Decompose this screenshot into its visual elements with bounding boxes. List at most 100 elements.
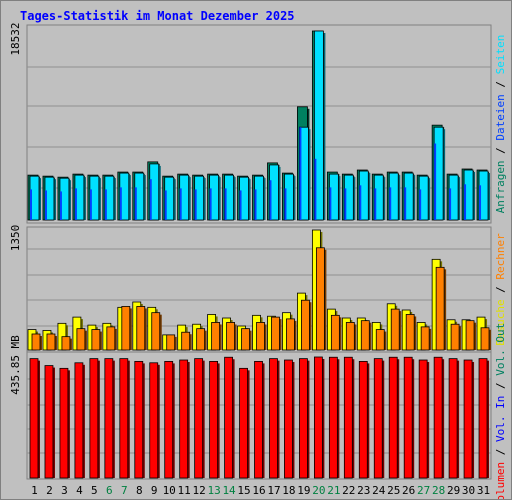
bar-rechner <box>480 327 490 351</box>
bar-rechner <box>315 247 325 351</box>
x-tick-label: 23 <box>357 484 370 497</box>
bar-rechner <box>390 308 400 351</box>
legend-separator: / <box>494 376 507 396</box>
bar-volumen <box>313 356 323 479</box>
bar-rechner <box>345 322 355 351</box>
legend-item-rechner: Rechner <box>494 233 507 280</box>
x-tick-label: 13 <box>207 484 220 497</box>
bar-dateien <box>359 185 362 220</box>
x-tick-label: 9 <box>151 484 158 497</box>
bar-volumen <box>74 362 84 479</box>
x-tick-label: 1 <box>31 484 38 497</box>
x-tick-label: 31 <box>477 484 490 497</box>
bar-dateien <box>149 179 152 220</box>
x-tick-label: 20 <box>312 484 325 497</box>
bar-dateien <box>419 189 422 220</box>
bar-dateien <box>134 187 137 220</box>
bar-dateien <box>314 158 317 220</box>
x-tick-label: 6 <box>106 484 113 497</box>
bar-dateien <box>299 127 302 220</box>
bar-dateien <box>209 188 212 220</box>
bar-dateien <box>269 180 272 220</box>
bar-dateien <box>44 190 47 220</box>
x-tick-label: 25 <box>387 484 400 497</box>
bar-rechner <box>465 320 475 351</box>
bar-rechner <box>136 306 146 351</box>
page-title: Tages-Statistik im Monat Dezember 2025 <box>20 9 295 23</box>
bar-dateien <box>464 184 467 220</box>
legend-separator: / <box>494 280 507 300</box>
bar-dateien <box>89 189 92 220</box>
bar-volumen <box>343 356 353 479</box>
bar-dateien <box>449 188 452 220</box>
bar-rechner <box>46 333 56 351</box>
bar-volumen <box>209 361 219 479</box>
bar-volumen <box>284 359 293 479</box>
bar-volumen <box>463 359 473 479</box>
legend-volume: Volumen / Vol. In / Vol. Out <box>494 323 507 499</box>
x-tick-label: 18 <box>282 484 295 497</box>
bar-volumen <box>478 358 488 479</box>
x-tick-label: 7 <box>121 484 128 497</box>
bar-rechner <box>405 314 415 351</box>
legend-item-vol-in: Vol. In <box>494 396 507 442</box>
x-tick-label: 5 <box>91 484 98 497</box>
bar-volumen <box>89 358 99 479</box>
legend-separator: / <box>494 74 507 94</box>
legend-item-seiten: Seiten <box>494 35 507 75</box>
bar-rechner <box>106 326 116 351</box>
x-tick-label: 15 <box>237 484 250 497</box>
bar-seiten <box>313 30 324 221</box>
bar-volumen <box>239 367 248 479</box>
bar-rechner <box>301 299 310 351</box>
bar-volumen <box>254 361 263 479</box>
x-tick-label: 22 <box>342 484 355 497</box>
y-max-label-volume: 435.85 MB <box>9 335 22 395</box>
y-max-label-requests: 18532 <box>9 22 22 55</box>
bar-rechner <box>360 320 370 351</box>
x-tick-label: 4 <box>76 484 83 497</box>
bar-dateien <box>479 185 482 220</box>
x-tick-label: 28 <box>432 484 445 497</box>
bar-dateien <box>104 189 107 220</box>
bar-volumen <box>358 361 368 479</box>
bar-rechner <box>256 322 265 351</box>
bar-dateien <box>194 189 197 220</box>
bar-dateien <box>224 188 227 220</box>
bar-rechner <box>375 329 385 351</box>
y-max-label-visits: 1350 <box>9 225 22 252</box>
bar-dateien <box>59 191 62 220</box>
bar-rechner <box>211 322 221 351</box>
x-tick-label: 10 <box>163 484 176 497</box>
bar-volumen <box>164 361 174 479</box>
bar-volumen <box>299 358 308 479</box>
x-tick-label: 11 <box>178 484 191 497</box>
x-tick-label: 24 <box>372 484 386 497</box>
bar-rechner <box>435 266 445 351</box>
bar-volumen <box>328 356 338 479</box>
bar-volumen <box>224 356 233 479</box>
bar-dateien <box>254 189 257 220</box>
bar-dateien <box>329 187 332 220</box>
legend-item-vol-out: Vol. Out <box>494 323 507 376</box>
x-tick-label: 17 <box>267 484 280 497</box>
bar-volumen <box>134 361 144 479</box>
bar-rechner <box>226 322 235 351</box>
bar-dateien <box>284 188 287 220</box>
x-tick-label: 8 <box>136 484 143 497</box>
bar-rechner <box>330 314 340 351</box>
legend-item-anfragen: Anfragen <box>494 160 507 213</box>
legend-item-volumen: Volumen <box>494 462 507 499</box>
bar-volumen <box>418 359 428 479</box>
bar-volumen <box>433 356 443 479</box>
x-tick-label: 30 <box>462 484 475 497</box>
bar-dateien <box>389 187 392 220</box>
legend-item-besuche: Besuche <box>494 299 507 345</box>
bar-volumen <box>119 358 129 479</box>
bar-dateien <box>374 188 377 220</box>
bar-volumen <box>59 367 69 479</box>
bar-rechner <box>181 331 191 351</box>
bar-rechner <box>166 334 176 351</box>
